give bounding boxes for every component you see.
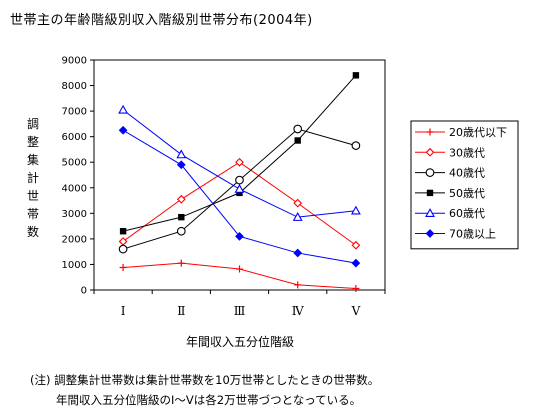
data-point — [293, 248, 303, 258]
series-line — [122, 75, 357, 232]
x-tick-label: Ⅱ — [177, 304, 185, 318]
y-tick-label: 1000 — [62, 260, 87, 271]
y-axis: 0 1000 2000 3000 4000 5000 6000 7000 8000 9000 — [62, 56, 94, 297]
y-tick-label: 5000 — [62, 158, 87, 169]
y-tick-label: 0 — [81, 286, 87, 297]
data-point — [177, 259, 185, 267]
data-point — [294, 281, 302, 289]
y-axis-label: 調整集計世帯数 — [27, 117, 39, 239]
legend-item: 60歳代 — [415, 207, 485, 220]
legend-marker — [425, 168, 435, 177]
y-tick-label: 3000 — [62, 209, 87, 220]
data-point — [176, 160, 186, 170]
series-line — [122, 129, 356, 264]
data-point — [118, 244, 128, 254]
series-3 — [118, 124, 361, 254]
data-point — [118, 237, 128, 246]
data-point — [292, 212, 303, 221]
legend-label: 60歳代 — [449, 207, 485, 220]
data-point — [350, 205, 361, 215]
data-point — [351, 258, 361, 268]
data-point — [293, 198, 303, 208]
y-tick-label: 9000 — [62, 56, 87, 67]
legend-marker — [426, 189, 434, 197]
footnote-1: (注) 調整集計世帯数は集計世帯数を10万世帯としたときの世帯数。 — [30, 373, 380, 387]
data-point — [176, 194, 186, 204]
y-axis-label-text: 調整集計世帯数 — [27, 117, 39, 239]
legend-marker — [426, 128, 434, 136]
legend: 20歳代以下 30歳代 40歳代 50歳代 60歳代 70歳以上 — [410, 120, 519, 250]
x-axis-label: 年間収入五分位階級 — [186, 334, 294, 349]
data-point — [293, 124, 303, 134]
series-2 — [118, 157, 361, 250]
data-point — [176, 226, 186, 236]
legend-label: 20歳代以下 — [449, 126, 507, 139]
legend-box — [410, 120, 519, 250]
data-point — [351, 141, 361, 150]
legend-item: 40歳代 — [415, 167, 485, 180]
legend-item: 20歳代以下 — [415, 126, 507, 139]
series-4 — [119, 72, 360, 235]
legend-marker — [425, 229, 435, 238]
data-point — [236, 189, 243, 197]
y-tick-label: 6000 — [62, 132, 87, 143]
chart-title: 世帯主の年齢階級別収入階級別世帯分布(2004年) — [10, 13, 313, 28]
legend-marker — [425, 208, 435, 217]
legend-marker — [425, 147, 435, 157]
plot-area — [93, 59, 386, 291]
data-point — [118, 125, 128, 135]
footnote-2: 年間収入五分位階級のⅠ～Ⅴは各2万世帯づつとなっている。 — [56, 393, 362, 407]
data-point — [119, 228, 127, 235]
legend-item: 70歳以上 — [415, 228, 496, 241]
data-point — [234, 183, 245, 193]
x-axis: Ⅰ Ⅱ Ⅲ Ⅳ Ⅴ — [93, 290, 386, 318]
plot-border — [93, 59, 386, 291]
x-tick-label: Ⅲ — [234, 304, 246, 318]
data-point — [119, 264, 127, 272]
series-6 — [118, 125, 361, 268]
data-point — [235, 231, 244, 241]
data-point — [352, 72, 360, 79]
data-point — [235, 157, 244, 167]
legend-label: 30歳代 — [449, 146, 485, 159]
legend-item: 50歳代 — [415, 187, 485, 200]
data-point — [236, 265, 243, 273]
series-5 — [118, 104, 361, 221]
legend-item: 30歳代 — [415, 146, 485, 159]
legend-label: 50歳代 — [449, 187, 485, 200]
series-layer — [118, 72, 361, 292]
data-point — [352, 284, 360, 292]
data-point — [176, 149, 187, 159]
data-point — [178, 213, 185, 221]
x-tick-label: Ⅰ — [121, 304, 126, 318]
data-point — [294, 137, 301, 144]
series-1 — [119, 259, 360, 292]
y-tick-label: 8000 — [62, 81, 87, 92]
y-tick-label: 7000 — [62, 107, 87, 118]
x-tick-label: Ⅴ — [351, 304, 361, 318]
data-point — [351, 240, 361, 250]
y-tick-label: 2000 — [62, 234, 87, 245]
data-point — [235, 175, 244, 185]
legend-label: 70歳以上 — [449, 228, 496, 241]
y-tick-label: 4000 — [62, 183, 87, 194]
legend-label: 40歳代 — [449, 167, 485, 180]
data-point — [118, 104, 129, 114]
x-tick-label: Ⅳ — [292, 304, 305, 318]
